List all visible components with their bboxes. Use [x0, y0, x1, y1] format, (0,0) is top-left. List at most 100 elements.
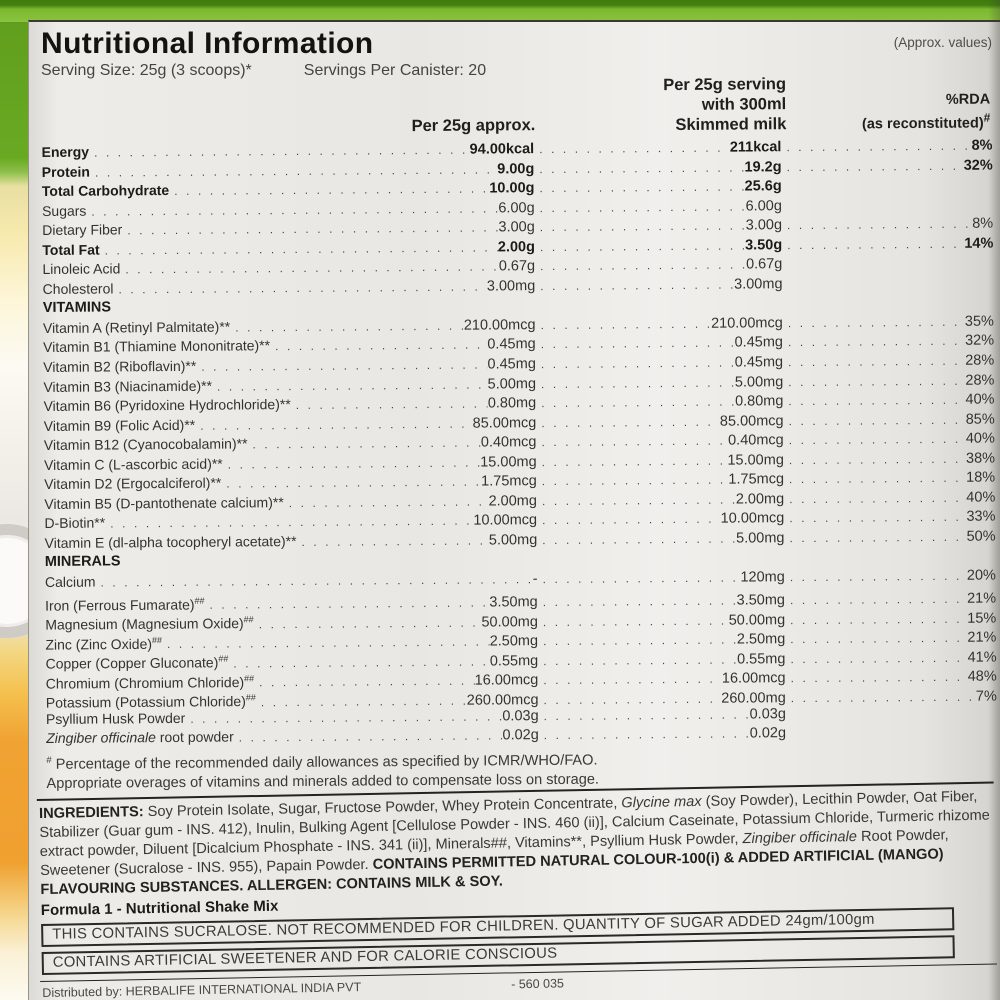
label-header: Nutritional Information (Approx. values) — [41, 29, 992, 59]
dot-leader: . . . . . . . . . . . . . . . . . . . . … — [790, 668, 968, 686]
rda-cell: . . . . . . . . . . . . . . . . . . . . … — [786, 668, 997, 689]
rda-value: 85% — [965, 411, 995, 428]
rda-value: 28% — [965, 352, 995, 369]
value-with-milk: 5.00mg — [734, 373, 784, 391]
nutrient-rows: Energy . . . . . . . . . . . . . . . . . … — [41, 136, 997, 749]
nutrient-name: Vitamin A (Retinyl Palmitate)** — [42, 318, 231, 336]
dot-leader: . . . . . . . . . . . . . . . . . . . . … — [543, 725, 750, 743]
page-title: Nutritional Information — [41, 27, 374, 60]
milk-cell: . . . . . . . . . . . . . . . . . . . . … — [538, 591, 785, 612]
rda-cell: . . . . . . . . . . . . . . . . . . . . … — [784, 430, 995, 451]
value-with-milk: 50.00mg — [728, 611, 786, 629]
dot-leader: . . . . . . . . . . . . . . . . . . . . … — [542, 510, 721, 528]
milk-cell: . . . . . . . . . . . . . . . . . . . . … — [536, 373, 783, 394]
dot-leader: . . . . . . . . . . . . . . . . . . . . … — [789, 528, 966, 546]
dot-leader: . . . . . . . . . . . . . . . . . . . . … — [790, 649, 967, 667]
dot-leader: . . . . . . . . . . . . . . . . . . . . … — [787, 313, 965, 331]
value-per-25g: 10.00g — [489, 180, 535, 197]
value-with-milk: 10.00mcg — [720, 510, 785, 528]
nutrient-name: Vitamin B9 (Folic Acid)** — [43, 416, 196, 434]
milk-cell: . . . . . . . . . . . . . . . . . . . . … — [535, 197, 782, 218]
value-with-milk: 0.40mcg — [728, 432, 784, 449]
rda-cell: . . . . . . . . . . . . . . . . . . . . … — [781, 156, 993, 177]
rda-cell — [782, 208, 993, 210]
dot-leader: . . . . . . . . . . . . . . . . . . . . … — [788, 449, 966, 467]
dot-leader: . . . . . . . . . . . . . . . . . . . . … — [789, 567, 967, 585]
milk-cell: . . . . . . . . . . . . . . . . . . . . … — [537, 510, 784, 531]
rda-cell: . . . . . . . . . . . . . . . . . . . . … — [785, 567, 996, 588]
value-with-milk: 15.00mg — [727, 451, 784, 469]
value-per-25g: 15.00mg — [480, 453, 537, 471]
dot-leader: . . . . . . . . . . . . . . . . . . . . … — [786, 156, 964, 174]
value-per-25g: 10.00mcg — [473, 512, 538, 530]
rda-value: 14% — [964, 235, 994, 252]
rda-cell: . . . . . . . . . . . . . . . . . . . . … — [785, 590, 996, 611]
rda-value: 8% — [971, 137, 993, 154]
dot-leader: . . . . . . . . . . . . . . . . . . . . … — [541, 490, 736, 508]
servings-per-canister: Servings Per Canister: 20 — [303, 62, 487, 79]
rda-value: 48% — [967, 668, 997, 686]
nutrient-name: Vitamin D2 (Ergocalciferol)** — [44, 474, 222, 493]
dot-leader: . . . . . . . . . . . . . . . . . . . . … — [543, 670, 722, 688]
value-with-milk: 0.55mg — [736, 651, 786, 668]
value-with-milk: 6.00g — [745, 197, 782, 215]
dot-leader: . . . . . . . . . . . . . . . . . . . . … — [541, 451, 728, 469]
dot-leader: . . . . . . . . . . . . . . . . . . . . … — [542, 592, 737, 610]
dot-leader: . . . . . . . . . . . . . . . . . . . . … — [788, 410, 966, 428]
value-with-milk: 1.75mcg — [728, 471, 785, 488]
milk-cell: . . . . . . . . . . . . . . . . . . . . … — [535, 255, 782, 276]
rda-value: 21% — [967, 590, 997, 607]
rda-value: 50% — [966, 528, 996, 545]
dot-leader: . . . . . . . . . . . . . . . . . . . . … — [540, 315, 712, 333]
dot-leader: . . . . . . . . . . . . . . . . . . . . … — [541, 393, 736, 411]
col-header-with-milk: Per 25g serving with 300ml Skimmed milk — [663, 75, 787, 135]
serving-size: Serving Size: 25g (3 scoops)* — [41, 62, 252, 79]
dot-leader: . . . . . . . . . . . . . . . . . . . . … — [540, 373, 735, 391]
value-with-milk: 0.80mg — [734, 393, 784, 410]
value-with-milk: 19.2g — [744, 158, 782, 176]
value-with-milk: 210.00mcg — [710, 315, 783, 332]
milk-cell: . . . . . . . . . . . . . . . . . . . . … — [539, 705, 786, 726]
rda-cell: . . . . . . . . . . . . . . . . . . . . … — [781, 137, 992, 158]
rda-cell: . . . . . . . . . . . . . . . . . . . . … — [785, 629, 996, 650]
rda-cell: . . . . . . . . . . . . . . . . . . . . … — [783, 410, 995, 431]
milk-cell: . . . . . . . . . . . . . . . . . . . . … — [536, 392, 783, 413]
rda-value: 41% — [967, 649, 997, 666]
nutrition-label: Nutritional Information (Approx. values)… — [28, 20, 1000, 1000]
serving-info: Serving Size: 25g (3 scoops)* Servings P… — [41, 62, 992, 80]
value-per-25g: 5.00mg — [488, 532, 538, 549]
dot-leader: . . . . . . . . . . . . . . . . . . . . … — [540, 275, 735, 293]
dot-leader: . . . . . . . . . . . . . . . . . . . . … — [789, 489, 966, 506]
rda-cell: . . . . . . . . . . . . . . . . . . . . … — [785, 609, 996, 630]
rda-cell: . . . . . . . . . . . . . . . . . . . . … — [784, 508, 995, 529]
dot-leader: . . . . . . . . . . . . . . . . . . . . … — [788, 352, 965, 370]
nutrient-cell: Zingiber officinale root powder. . . . .… — [46, 726, 539, 750]
dot-leader: . . . . . . . . . . . . . . . . . . . . … — [542, 611, 729, 629]
nutrient-name: D-Biotin** — [44, 514, 106, 532]
rda-cell: . . . . . . . . . . . . . . . . . . . . … — [783, 391, 994, 412]
nutrient-name: Vitamin C (L-ascorbic acid)** — [43, 455, 223, 473]
milk-cell: . . . . . . . . . . . . . . . . . . . . … — [537, 451, 784, 472]
dot-leader: . . . . . . . . . . . . . . . . . . . . … — [542, 631, 737, 649]
dot-leader: . . . . . . . . . . . . . . . . . . . . … — [540, 354, 735, 372]
rda-cell — [782, 267, 993, 269]
dot-leader: . . . . . . . . . . . . . . . . . . . . … — [789, 590, 967, 608]
rda-value: 32% — [964, 332, 995, 350]
nutrient-name: Zingiber officinale root powder — [46, 728, 234, 747]
rda-value: 18% — [966, 469, 996, 487]
dot-leader: . . . . . . . . . . . . . . . . . . . . … — [539, 217, 746, 235]
dot-leader: . . . . . . . . . . . . . . . . . . . . … — [543, 705, 750, 723]
dot-leader: . . . . . . . . . . . . . . . . . . . . … — [540, 256, 747, 274]
value-per-25g: 5.00mg — [487, 375, 537, 393]
rda-cell: . . . . . . . . . . . . . . . . . . . . … — [786, 687, 997, 708]
nutrient-name: Vitamin B6 (Pyridoxine Hydrochloride)** — [43, 396, 291, 415]
value-per-25g: 0.02g — [502, 727, 539, 744]
milk-cell: . . . . . . . . . . . . . . . . . . . . … — [535, 275, 782, 296]
value-per-25g: 85.00mcg — [472, 414, 537, 432]
dot-leader: . . . . . . . . . . . . . . . . . . . . … — [790, 610, 967, 627]
milk-cell: . . . . . . . . . . . . . . . . . . . . … — [535, 236, 782, 257]
dot-leader: . . . . . . . . . . . . . . . . . . . . … — [539, 197, 746, 215]
dot-leader: . . . . . . . . . . . . . . . . . . . . … — [786, 215, 972, 233]
dot-leader: . . . . . . . . . . . . . . . . . . . . … — [539, 236, 746, 254]
nutrient-name: Vitamin B12 (Cyanocobalamin)** — [43, 435, 248, 454]
